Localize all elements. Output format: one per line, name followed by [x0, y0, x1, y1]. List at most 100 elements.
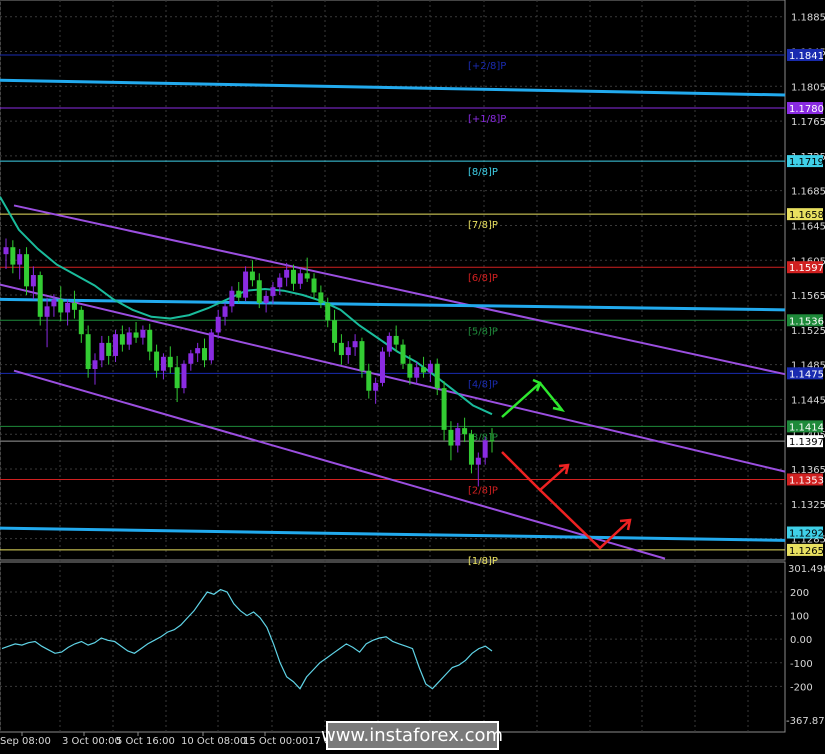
oscillator-panel-frame [0, 561, 786, 733]
candle-body [215, 316, 221, 333]
candle-body [10, 247, 16, 265]
candle-body [407, 363, 413, 378]
candle-body [133, 332, 139, 338]
time-label: 5 Oct 16:00 [116, 736, 175, 747]
murrey-price-tag-text: 1.1719 [789, 157, 824, 168]
candle-body [366, 370, 372, 391]
candle-body [345, 347, 351, 356]
price-tick-label: 1.1525 [791, 326, 825, 337]
ma-long-mid [0, 297, 786, 312]
murrey-price-tag-text: 1.1475 [789, 369, 824, 380]
candle-body [188, 353, 194, 364]
candle-body [44, 306, 50, 317]
candle-body [3, 247, 9, 255]
price-tick-label: 1.1485 [791, 361, 825, 372]
candle-body [160, 356, 166, 371]
watermark-text[interactable]: www.instaforex.com [321, 725, 503, 746]
murrey-levels: [+2/8]P 1.1841 [+1/8]P 1.1780 [8/8]P 1.1719 [7… [0, 48, 824, 567]
osc-axis-label: 0.00 [790, 635, 812, 646]
price-tick-label: 1.1365 [791, 465, 825, 476]
candle-body [71, 302, 77, 310]
candle-body [482, 440, 488, 458]
candle-body [208, 332, 214, 361]
murrey-price-tag-text: 1.1780 [789, 104, 824, 115]
candle-body [441, 388, 447, 430]
osc-axis-label: -100 [790, 659, 813, 670]
candle-body [325, 302, 331, 321]
channel-lower [13, 369, 666, 560]
candle-body [359, 341, 365, 371]
channel-upper [13, 204, 786, 376]
grid [0, 0, 785, 732]
candle-body [147, 329, 153, 352]
candle-body [421, 367, 427, 373]
candle-body [332, 320, 338, 343]
murrey-price-tag-text: 1.1597 [789, 263, 824, 274]
arrow-red-head-2 [619, 518, 632, 531]
osc-top-label: 301.498 [788, 564, 825, 575]
candle-body [393, 335, 399, 345]
candle-body [352, 341, 358, 348]
time-label: 3 Oct 00:00 [62, 736, 121, 747]
time-label: 15 Oct 00:00 [243, 736, 308, 747]
candle-body [85, 334, 91, 369]
osc-line [1, 588, 493, 690]
price-channel [0, 204, 786, 560]
candle-body [24, 254, 30, 287]
candle-body [338, 342, 344, 356]
candle-body [489, 440, 495, 442]
candle-body [174, 367, 180, 389]
murrey-level-label: [8/8]P [468, 167, 498, 178]
candle-body [119, 334, 125, 345]
murrey-price-tag [787, 473, 823, 486]
murrey-price-tag [787, 314, 823, 327]
murrey-level-label: [4/8]P [468, 379, 498, 390]
murrey-price-tag [787, 420, 823, 433]
candle-body [58, 299, 64, 313]
murrey-price-tag-text: 1.1353 [789, 475, 824, 486]
murrey-level-label: [7/8]P [468, 220, 498, 231]
extra-price-tag-text: 1.1292 [789, 529, 824, 540]
price-tick-label: 1.1445 [791, 395, 825, 406]
extra-price-tag [787, 526, 823, 539]
murrey-level-label: [2/8]P [468, 485, 498, 496]
candle-body [462, 428, 468, 435]
osc-axis-label: 200 [790, 588, 809, 599]
murrey-price-tag [787, 48, 823, 61]
time-axis-labels: Sep 08:00 3 Oct 00:005 Oct 16:00 10 Oct 08… [0, 732, 341, 747]
time-label: 17 Oct [308, 736, 341, 747]
murrey-price-tag [787, 543, 823, 556]
candle-body [434, 363, 440, 389]
candle-body [202, 348, 208, 361]
candle-body [455, 428, 461, 446]
price-tick-label: 1.1285 [791, 535, 825, 546]
candle-body [475, 457, 481, 465]
price-tick-label: 1.1765 [791, 117, 825, 128]
candle-body [304, 273, 310, 279]
osc-axis-label: -200 [790, 682, 813, 693]
candle-body [222, 306, 228, 317]
murrey-price-tag-text: 1.1414 [789, 422, 824, 433]
price-axis-labels: 1.18851.18451.18051.17651.17251.16851.16… [791, 13, 825, 546]
current-price-tag-text: 1.1397 [789, 437, 824, 448]
price-panel-frame [0, 0, 786, 561]
candle-body [106, 342, 112, 356]
forecast-arrows [501, 378, 632, 550]
candle-body [229, 290, 235, 307]
murrey-level-label: [5/8]P [468, 326, 498, 337]
current-price-tag [787, 435, 823, 448]
candle-body [263, 295, 269, 303]
channel-mid [0, 283, 786, 473]
murrey-price-tag [787, 208, 823, 221]
murrey-price-tag [787, 261, 823, 274]
moving-average-lines [0, 78, 786, 542]
murrey-price-tag [787, 155, 823, 168]
murrey-price-tag-text: 1.1265 [789, 546, 824, 557]
arrow-green-head-1 [532, 378, 542, 392]
candle-body [256, 280, 262, 303]
candle-body [195, 348, 201, 354]
candle-body [167, 356, 173, 368]
murrey-price-tag-text: 1.1841 [789, 51, 824, 62]
